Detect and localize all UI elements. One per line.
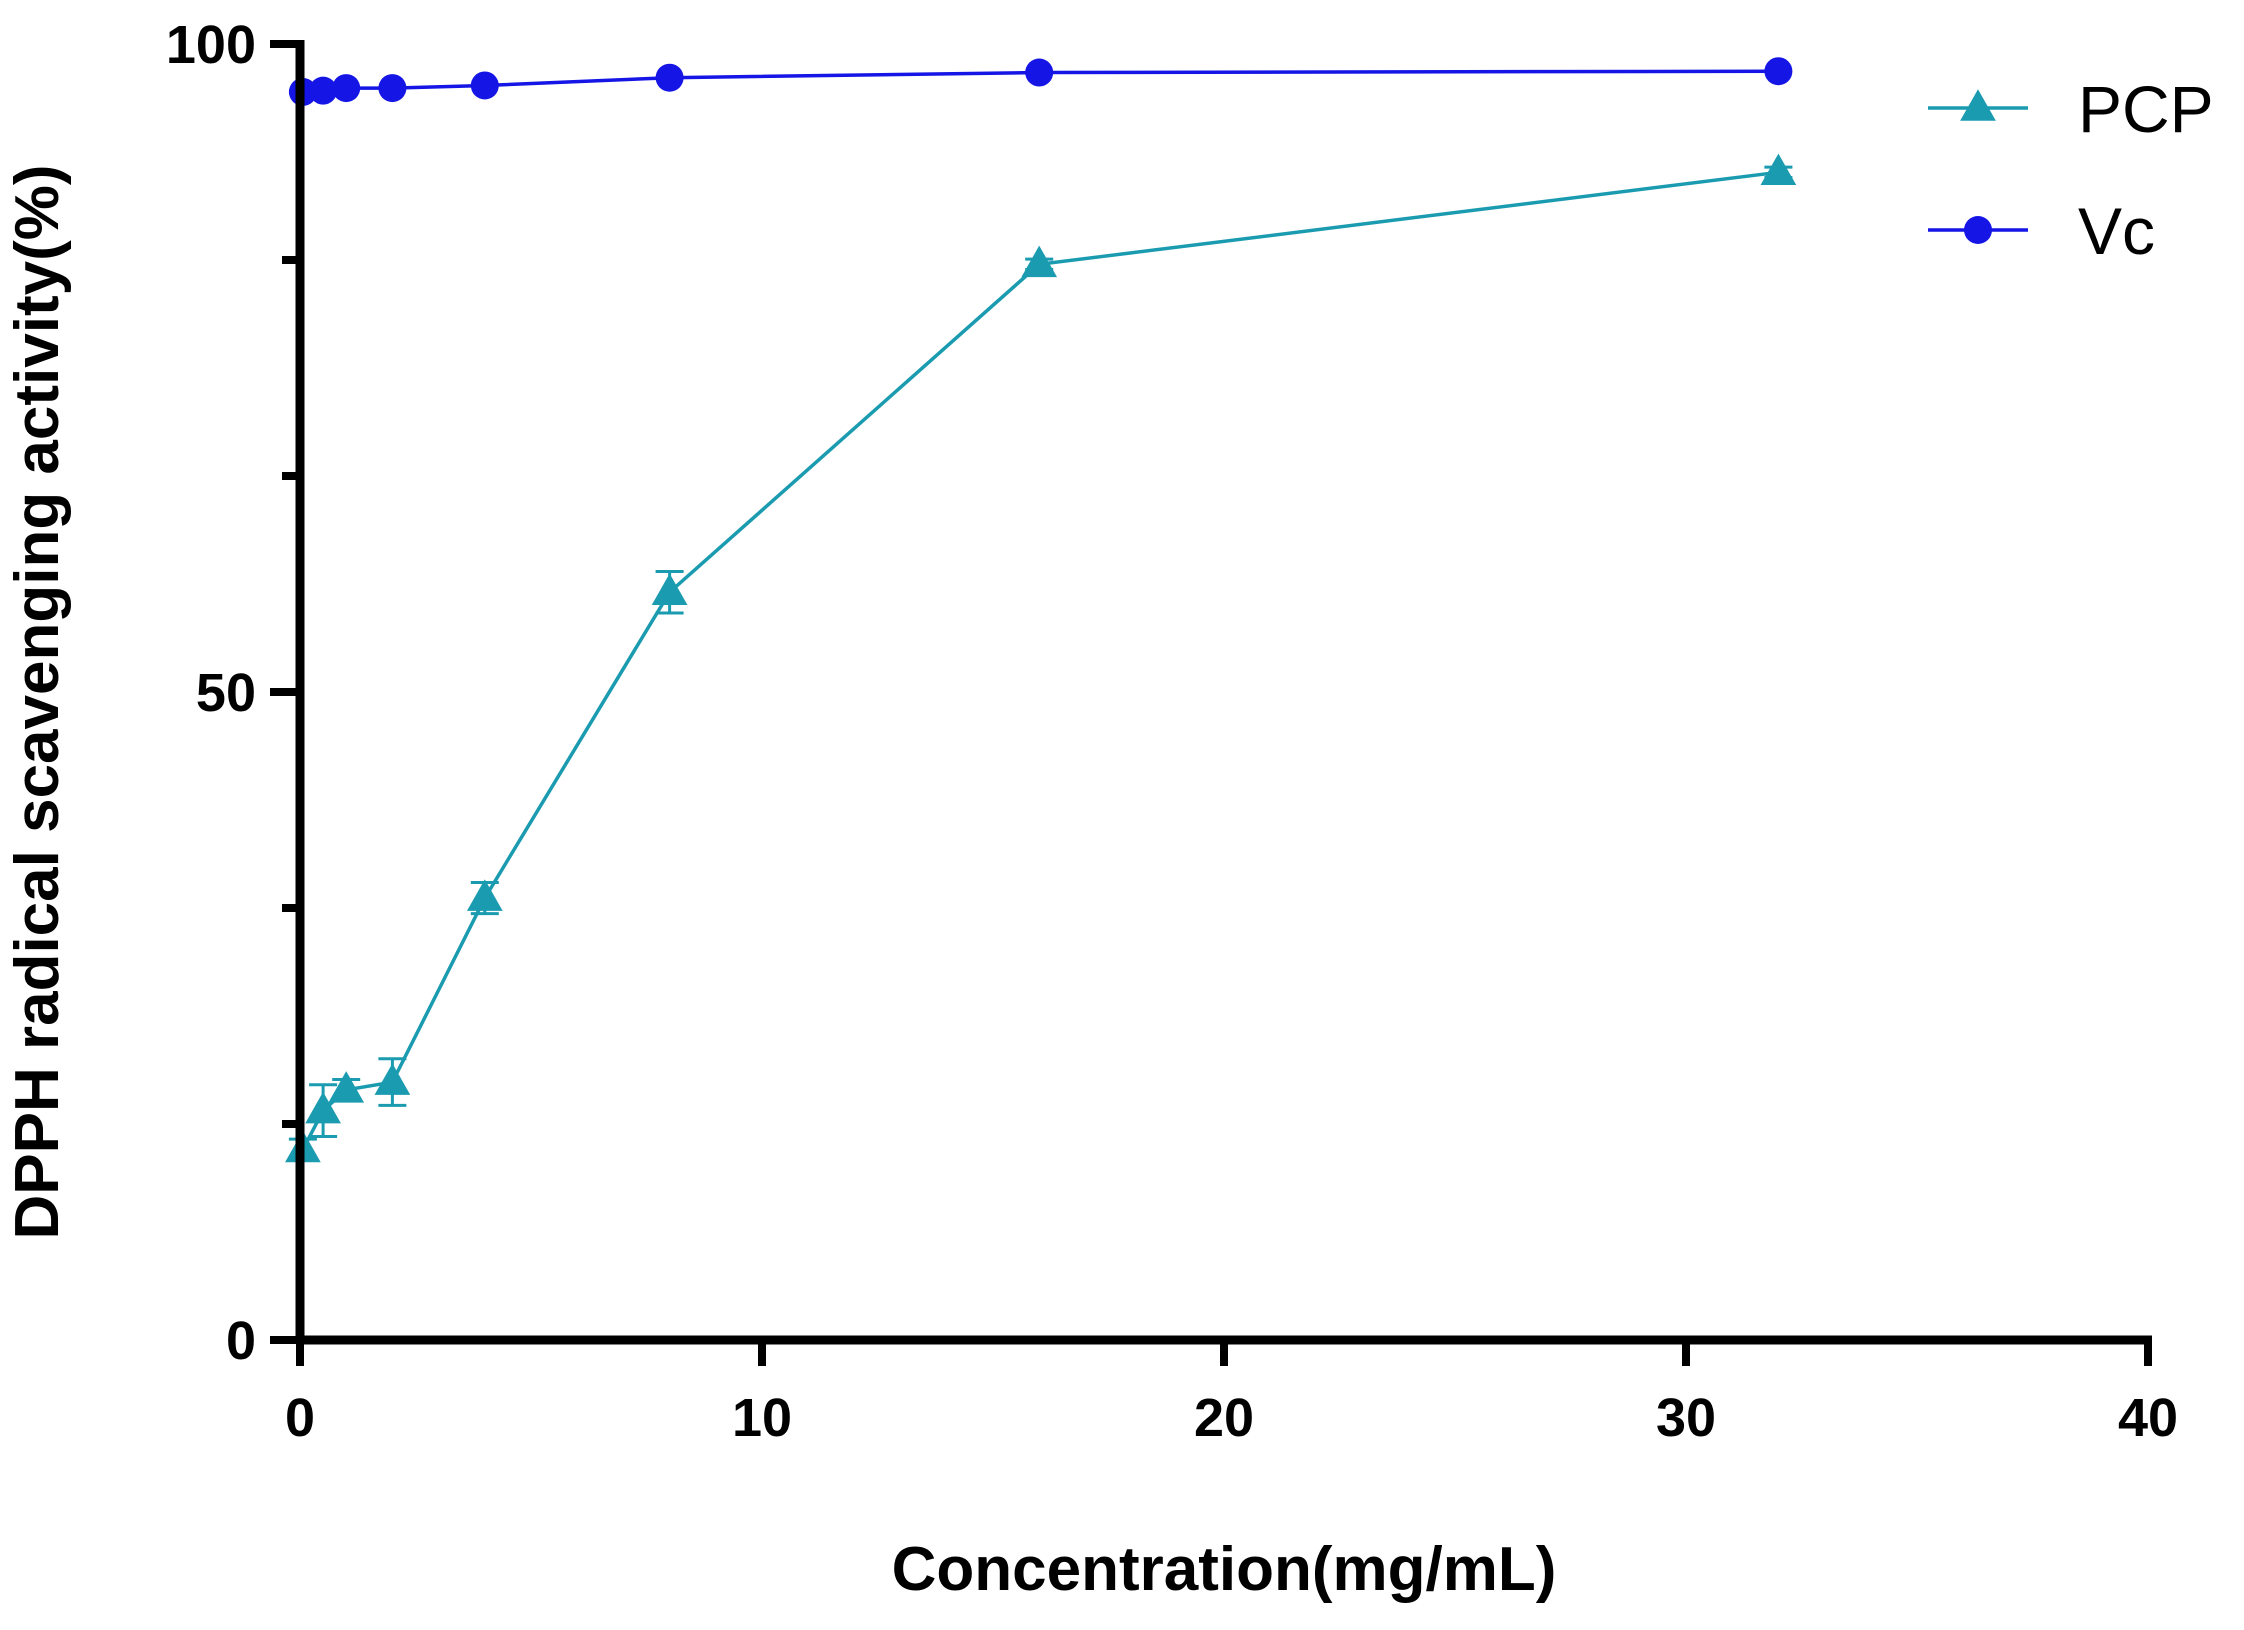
data-point-pcp (651, 573, 688, 605)
x-tick-label: 10 (732, 1388, 792, 1448)
data-point-vc (1025, 58, 1054, 87)
data-point-pcp (1021, 245, 1058, 278)
y-tick-label: 50 (196, 663, 256, 723)
data-point-vc (309, 76, 338, 105)
data-point-vc (1764, 57, 1793, 86)
legend-label-pcp: PCP (2078, 72, 2214, 146)
x-tick-label: 20 (1194, 1388, 1254, 1448)
data-point-pcp (305, 1091, 341, 1124)
data-point-pcp (466, 879, 503, 911)
data-point-pcp (1760, 153, 1797, 186)
axes: 0 10 20 30 40 0 50 100 (166, 15, 2178, 1448)
plot-area (285, 57, 1797, 1163)
legend-item-pcp: PCP (1928, 72, 2214, 146)
y-axis-title: DPPH radical scavenging activity(%) (3, 164, 72, 1239)
legend: PCP Vc (1928, 72, 2214, 268)
x-axis-title: Concentration(mg/mL) (892, 1535, 1557, 1604)
x-tick-label: 30 (1656, 1388, 1716, 1448)
legend-label-vc: Vc (2078, 194, 2155, 268)
data-point-pcp (374, 1063, 411, 1095)
data-point-vc (470, 71, 499, 100)
legend-marker-pcp (1960, 89, 1996, 121)
x-tick-label: 40 (2118, 1388, 2178, 1448)
series-vc (288, 57, 1793, 106)
y-tick-label: 0 (226, 1311, 256, 1371)
data-point-pcp (328, 1071, 365, 1103)
y-tick-label: 100 (166, 15, 256, 75)
legend-item-vc: Vc (1928, 194, 2155, 268)
series-line-pcp (301, 170, 1779, 1151)
legend-marker-vc (1964, 216, 1992, 244)
series-pcp (285, 153, 1797, 1163)
data-point-vc (332, 74, 361, 103)
x-tick-label: 0 (285, 1388, 315, 1448)
data-point-vc (655, 63, 684, 92)
data-point-vc (378, 74, 407, 103)
